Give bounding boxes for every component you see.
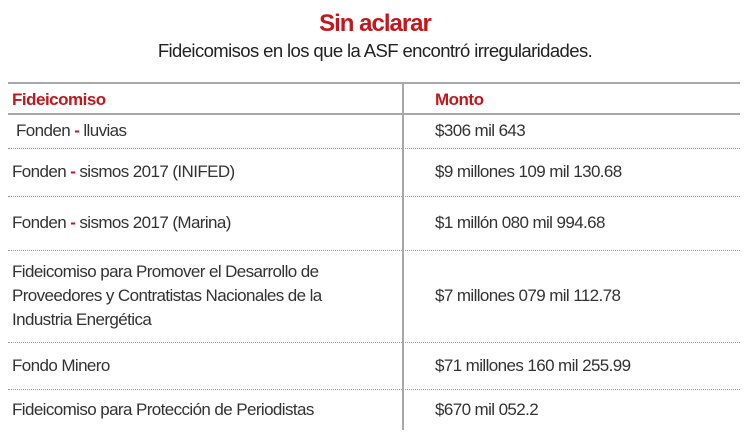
table-row: Fondo Minero $71 millones 160 mil 255.99 <box>8 343 740 390</box>
column-header-fideicomiso: Fideicomiso <box>12 90 106 109</box>
dash-separator: - <box>70 162 76 181</box>
fideicomiso-name: Fonden <box>16 121 71 140</box>
table-row: Fonden - sismos 2017 (Marina) $1 millón … <box>8 197 740 251</box>
fideicomiso-subname: lluvias <box>83 121 127 140</box>
monto-cell: $71 millones 160 mil 255.99 <box>435 355 631 375</box>
page-title: Sin aclarar <box>319 10 432 37</box>
row-divider <box>8 148 740 149</box>
header-bottom-rule <box>8 113 740 115</box>
table-row: Fideicomiso para Promover el Desarrollo … <box>8 251 740 343</box>
table-row: Fonden - sismos 2017 (INIFED) $9 millone… <box>8 149 740 197</box>
fideicomiso-name: Fonden <box>12 213 67 232</box>
fideicomiso-subname: sismos 2017 (INIFED) <box>79 162 235 181</box>
monto-cell: $1 millón 080 mil 994.68 <box>435 213 605 232</box>
dash-separator: - <box>74 121 80 140</box>
monto-cell: $670 mil 052.2 <box>435 400 539 419</box>
fideicomiso-cell: Fonden - lluvias <box>12 115 392 147</box>
fideicomiso-cell: Fondo Minero <box>12 355 110 375</box>
fideicomiso-subname: sismos 2017 (Marina) <box>79 213 231 232</box>
fideicomiso-name: Fonden <box>12 162 67 181</box>
table-top-rule <box>8 82 740 84</box>
column-divider <box>402 82 404 430</box>
fideicomiso-cell: Fonden - sismos 2017 (INIFED) <box>12 149 392 195</box>
fideicomiso-cell: Fonden - sismos 2017 (Marina) <box>12 197 392 249</box>
monto-cell: $9 millones 109 mil 130.68 <box>435 162 622 181</box>
row-divider <box>8 250 740 251</box>
table-row: Fonden - lluvias $306 mil 643 <box>8 115 740 149</box>
fideicomiso-cell: Fideicomiso para Protección de Periodist… <box>12 400 314 419</box>
fideicomiso-cell: Fideicomiso para Promover el Desarrollo … <box>12 262 322 329</box>
dash-separator: - <box>70 213 76 232</box>
page-subtitle: Fideicomisos en los que la ASF encontró … <box>157 40 593 61</box>
row-divider <box>8 342 740 343</box>
monto-cell: $306 mil 643 <box>435 121 526 140</box>
row-divider <box>8 196 740 197</box>
row-divider <box>8 389 740 390</box>
column-header-monto: Monto <box>435 90 484 109</box>
monto-cell: $7 millones 079 mil 112.78 <box>435 286 621 305</box>
table-row: Fideicomiso para Protección de Periodist… <box>8 390 740 430</box>
